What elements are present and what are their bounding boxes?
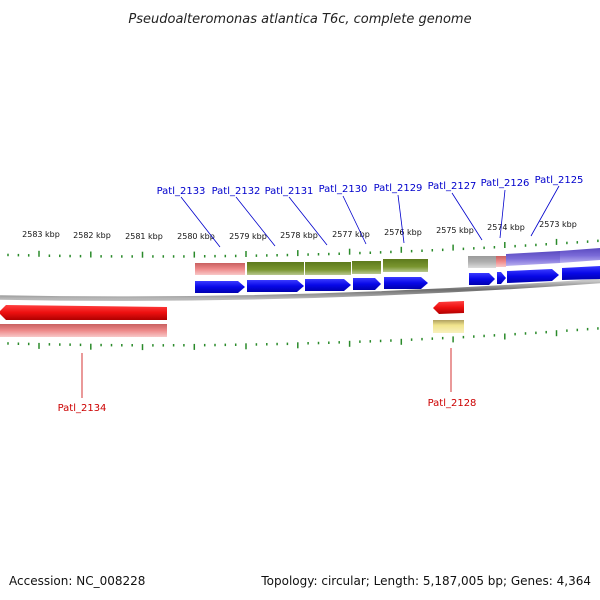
kbp-label: 2577 kbp — [332, 230, 370, 239]
gene-feature[interactable] — [195, 263, 245, 275]
forward-gene-labels: Patl_2133 Patl_2132 Patl_2131 Patl_2130 … — [157, 175, 584, 248]
cds-arrow[interactable] — [497, 272, 506, 284]
gene-label[interactable]: Patl_2133 — [157, 186, 206, 197]
gene-label[interactable]: Patl_2132 — [212, 186, 261, 197]
kbp-label: 2581 kbp — [125, 232, 163, 241]
forward-cds-track — [195, 266, 600, 293]
gene-feature[interactable] — [247, 262, 304, 275]
kbp-label: 2573 kbp — [539, 220, 577, 229]
gene-label[interactable]: Patl_2128 — [428, 398, 477, 409]
kbp-label: 2582 kbp — [73, 231, 111, 240]
leader-line — [530, 185, 560, 237]
cds-arrow[interactable] — [507, 269, 559, 283]
leader-line — [499, 189, 506, 239]
gene-label[interactable]: Patl_2130 — [319, 184, 368, 195]
leader-line — [397, 194, 405, 244]
kbp-label: 2583 kbp — [22, 230, 60, 239]
gene-feature[interactable] — [383, 259, 428, 272]
gene-label[interactable]: Patl_2127 — [428, 181, 477, 192]
cds-arrow[interactable] — [562, 266, 600, 280]
leader-line — [180, 196, 221, 248]
cds-arrow[interactable] — [195, 281, 245, 293]
reverse-gene-labels: Patl_2134 Patl_2128 — [58, 348, 477, 414]
tick-ring-inner — [7, 327, 599, 351]
kbp-label: 2578 kbp — [280, 231, 318, 240]
tick-ring-outer — [7, 238, 599, 258]
kbp-label: 2580 kbp — [177, 232, 215, 241]
leader-line — [288, 196, 328, 246]
kbp-labels: 2583 kbp 2582 kbp 2581 kbp 2580 kbp 2579… — [22, 220, 577, 241]
gene-label[interactable]: Patl_2131 — [265, 186, 314, 197]
genome-summary: Topology: circular; Length: 5,187,005 bp… — [261, 574, 591, 588]
genome-backbone — [0, 278, 600, 301]
map-title: Pseudoalteromonas atlantica T6c, complet… — [128, 12, 471, 27]
gene-feature[interactable] — [352, 261, 381, 274]
cds-arrow[interactable] — [247, 280, 304, 292]
cds-arrow[interactable] — [469, 273, 495, 285]
cds-arrow[interactable] — [433, 301, 464, 314]
cds-arrow[interactable] — [305, 279, 351, 291]
gene-label[interactable]: Patl_2125 — [535, 175, 584, 186]
kbp-label: 2574 kbp — [487, 223, 525, 232]
gene-feature[interactable] — [506, 251, 560, 266]
gene-feature[interactable] — [468, 256, 496, 268]
gene-label[interactable]: Patl_2126 — [481, 178, 530, 189]
gene-feature[interactable] — [433, 320, 464, 333]
leader-line — [342, 195, 367, 245]
cds-arrow[interactable] — [384, 277, 428, 289]
gene-feature[interactable] — [305, 262, 351, 275]
gene-feature[interactable] — [0, 324, 167, 337]
cds-arrow[interactable] — [0, 305, 167, 320]
leader-line — [451, 192, 483, 241]
reverse-gene-track — [0, 320, 464, 337]
gene-label[interactable]: Patl_2134 — [58, 403, 107, 414]
leader-line — [235, 196, 276, 247]
kbp-label: 2579 kbp — [229, 232, 267, 241]
forward-gene-track — [195, 248, 600, 275]
gene-feature[interactable] — [496, 256, 506, 267]
gene-feature[interactable] — [560, 248, 600, 263]
gene-label[interactable]: Patl_2129 — [374, 183, 423, 194]
cds-arrow[interactable] — [353, 278, 381, 290]
accession-label: Accession: NC_008228 — [9, 574, 146, 588]
kbp-label: 2575 kbp — [436, 226, 474, 235]
reverse-cds-track — [0, 301, 464, 320]
